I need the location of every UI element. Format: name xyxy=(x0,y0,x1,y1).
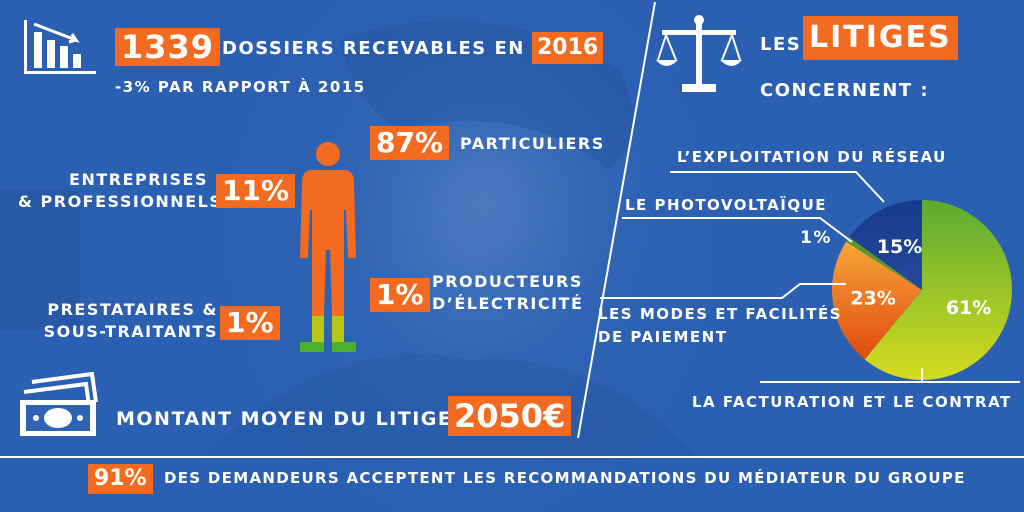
slice-label-facturation: LA FACTURATION ET LE CONTRAT xyxy=(692,393,1012,411)
slice-label-photovoltaique: LE PHOTOVOLTAÏQUE xyxy=(625,196,828,214)
slice-label-exploitation: L’EXPLOITATION DU RÉSEAU xyxy=(677,148,947,166)
producteurs-pct: 1% xyxy=(370,278,430,312)
litiges-suffix: CONCERNENT : xyxy=(760,80,930,101)
entreprises-label-2: & PROFESSIONNELS xyxy=(18,192,223,211)
footer-pct: 91% xyxy=(88,464,153,494)
pie-slice-2 xyxy=(846,237,922,290)
callout-line-paiement xyxy=(600,283,846,299)
particuliers-pct: 87% xyxy=(370,126,450,160)
dossiers-change: -3% PAR RAPPORT À 2015 xyxy=(115,78,366,96)
entreprises-pct: 11% xyxy=(216,174,296,208)
producteurs-label-2: D’ÉLECTRICITÉ xyxy=(432,294,584,313)
person-figure-icon xyxy=(300,142,356,352)
callout-line-photovoltaique xyxy=(622,217,853,243)
litiges-prefix: LES xyxy=(760,34,802,55)
slice-label-paiement-1: LES MODES ET FACILITÉS xyxy=(598,305,843,323)
montant-label: MONTANT MOYEN DU LITIGE xyxy=(116,408,453,430)
pie-value-label-3: 15% xyxy=(877,236,922,258)
pie-chart: 61% 23% 15% xyxy=(600,171,1020,383)
chart-down-icon xyxy=(24,20,96,74)
dossiers-label: DOSSIERS RECEVABLES EN xyxy=(222,38,525,59)
prestataires-label-2: SOUS-TRAITANTS xyxy=(43,322,218,341)
litiges-highlight: LITIGES xyxy=(803,16,958,60)
pie-slice-1 xyxy=(832,241,922,360)
entreprises-label-1: ENTREPRISES xyxy=(69,170,208,189)
banknote-icon xyxy=(20,372,98,436)
footer-text: DES DEMANDEURS ACCEPTENT LES RECOMMANDAT… xyxy=(164,469,966,487)
particuliers-label: PARTICULIERS xyxy=(460,134,605,153)
footer-divider xyxy=(0,456,1024,458)
montant-value: 2050€ xyxy=(448,396,572,436)
dossiers-count: 1339 xyxy=(115,28,221,66)
pie-value-label-1: 23% xyxy=(850,288,895,310)
dossiers-year: 2016 xyxy=(532,32,604,64)
pie-slice-0 xyxy=(864,200,1012,380)
slice-value-photovoltaique: 1% xyxy=(800,228,832,248)
producteurs-label-1: PRODUCTEURS xyxy=(432,272,583,291)
scales-icon xyxy=(656,15,742,92)
prestataires-pct: 1% xyxy=(220,306,280,340)
callout-line-exploitation xyxy=(670,171,885,203)
pie-slice-3 xyxy=(849,200,922,290)
prestataires-label-1: PRESTATAIRES & xyxy=(47,300,218,319)
pie-value-label-0: 61% xyxy=(946,297,991,319)
slice-label-paiement-2: DE PAIEMENT xyxy=(598,328,728,346)
